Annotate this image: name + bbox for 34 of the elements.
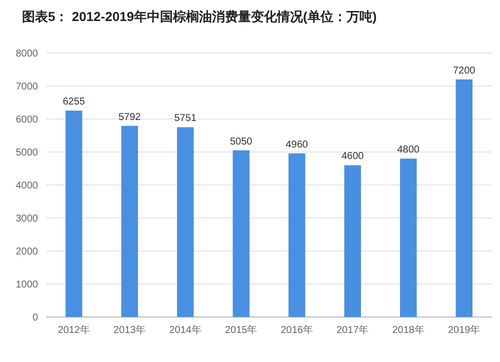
chart-title: 图表5： 2012-2019年中国棕榈油消费量变化情况(单位：万吨) <box>22 9 377 24</box>
bar <box>232 150 250 317</box>
x-tick-label: 2015年 <box>225 324 258 336</box>
y-tick-label: 0 <box>32 312 38 324</box>
data-label: 6255 <box>62 96 86 108</box>
y-tick-label: 6000 <box>16 114 38 126</box>
bar <box>400 158 417 317</box>
x-tick-label: 2013年 <box>114 324 146 336</box>
bar <box>344 165 361 317</box>
x-tick-label: 2016年 <box>280 324 313 336</box>
y-tick-label: 1000 <box>16 280 38 290</box>
data-label: 5050 <box>230 136 253 148</box>
y-tick-label: 5000 <box>16 148 38 158</box>
y-tick-label: 3000 <box>16 214 38 224</box>
x-tick-label: 2019年 <box>448 324 480 336</box>
y-tick-label: 8000 <box>16 48 38 60</box>
data-label: 7200 <box>453 65 476 76</box>
bar <box>456 79 472 317</box>
x-tick-label: 2017年 <box>336 324 369 336</box>
data-label: 5792 <box>118 112 142 123</box>
bar <box>177 127 194 317</box>
bar <box>121 126 138 317</box>
y-tick-label: 4000 <box>16 180 38 192</box>
x-tick-label: 2018年 <box>392 324 424 336</box>
y-tick-label: 7000 <box>16 82 38 92</box>
y-tick-label: 2000 <box>16 246 38 258</box>
x-tick-label: 2014年 <box>169 324 202 336</box>
bar <box>288 153 306 317</box>
data-label: 4800 <box>397 144 420 156</box>
data-label: 4960 <box>286 139 308 150</box>
x-tick-label: 2012年 <box>58 324 90 336</box>
data-label: 5751 <box>174 113 197 124</box>
data-label: 4600 <box>342 151 364 162</box>
bar <box>66 110 82 317</box>
